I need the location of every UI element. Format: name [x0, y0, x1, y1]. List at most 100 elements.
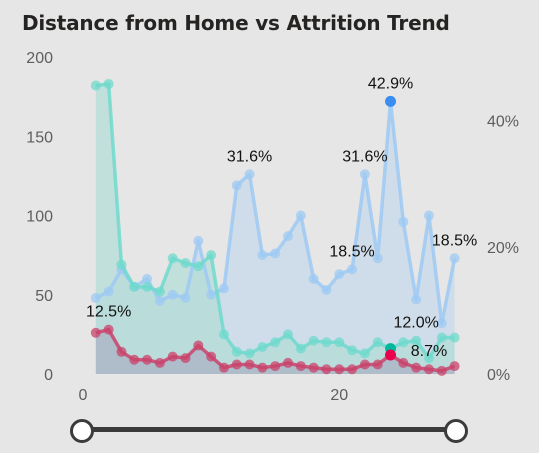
data-point-attrition[interactable] [103, 324, 114, 335]
data-point-no_attrition[interactable] [372, 337, 383, 348]
data-point-total[interactable] [103, 286, 114, 297]
data-point-attrition[interactable] [295, 361, 306, 372]
data-point-no_attrition[interactable] [193, 261, 204, 272]
data-point-no_attrition[interactable] [167, 253, 178, 264]
y-tick-label: 0 [44, 367, 53, 384]
chart-title: Distance from Home vs Attrition Trend [22, 11, 450, 35]
data-point-no_attrition[interactable] [206, 250, 217, 261]
data-point-no_attrition[interactable] [411, 335, 422, 346]
slider-track[interactable] [82, 427, 456, 432]
data-point-attrition[interactable] [180, 353, 191, 364]
data-point-no_attrition[interactable] [436, 332, 447, 343]
data-label: 18.5% [329, 243, 374, 260]
data-point-total[interactable] [398, 216, 409, 227]
data-point-attrition[interactable] [334, 364, 345, 375]
data-point-total[interactable] [90, 292, 101, 303]
data-point-attrition[interactable] [385, 349, 397, 361]
data-point-no_attrition[interactable] [180, 258, 191, 269]
data-point-no_attrition[interactable] [103, 78, 114, 89]
data-point-attrition[interactable] [308, 362, 319, 373]
data-point-no_attrition[interactable] [244, 348, 255, 359]
data-point-attrition[interactable] [167, 351, 178, 362]
data-point-attrition[interactable] [142, 354, 153, 365]
data-label: 12.0% [393, 315, 438, 332]
data-label: 42.9% [368, 75, 413, 92]
data-point-total[interactable] [154, 296, 165, 307]
data-point-attrition[interactable] [90, 327, 101, 338]
data-point-total[interactable] [193, 235, 204, 246]
data-point-total[interactable] [295, 210, 306, 221]
y-tick-label: 100 [26, 209, 53, 226]
data-point-total[interactable] [167, 289, 178, 300]
data-point-total[interactable] [423, 210, 434, 221]
data-point-attrition[interactable] [218, 362, 229, 373]
data-point-total[interactable] [372, 253, 383, 264]
data-point-total[interactable] [244, 169, 255, 180]
data-point-attrition[interactable] [359, 359, 370, 370]
data-point-attrition[interactable] [372, 359, 383, 370]
slider-max-handle[interactable] [444, 419, 468, 443]
data-point-total[interactable] [411, 294, 422, 305]
data-point-total[interactable] [180, 292, 191, 303]
data-point-attrition[interactable] [206, 351, 217, 362]
data-point-attrition[interactable] [129, 354, 140, 365]
data-point-attrition[interactable] [231, 359, 242, 370]
x-tick-label: 20 [330, 387, 348, 404]
data-point-total[interactable] [334, 269, 345, 280]
y2-tick-label: 20% [487, 240, 519, 257]
data-point-total[interactable] [142, 273, 153, 284]
data-point-total[interactable] [308, 273, 319, 284]
data-point-attrition[interactable] [116, 346, 127, 357]
data-point-total[interactable] [270, 248, 281, 259]
y-tick-label: 150 [26, 129, 53, 146]
data-point-attrition[interactable] [257, 362, 268, 373]
data-point-no_attrition[interactable] [423, 353, 434, 364]
data-point-attrition[interactable] [398, 357, 409, 368]
data-point-no_attrition[interactable] [308, 335, 319, 346]
slider-min-handle[interactable] [70, 419, 94, 443]
data-point-no_attrition[interactable] [142, 281, 153, 292]
data-point-attrition[interactable] [321, 364, 332, 375]
data-point-total[interactable] [283, 231, 294, 242]
data-point-total[interactable] [449, 253, 460, 264]
data-point-no_attrition[interactable] [90, 80, 101, 91]
data-label: 31.6% [342, 148, 387, 165]
data-point-attrition[interactable] [193, 340, 204, 351]
data-point-total[interactable] [218, 283, 229, 294]
data-point-total[interactable] [436, 318, 447, 329]
data-point-no_attrition[interactable] [218, 329, 229, 340]
data-point-total[interactable] [359, 169, 370, 180]
data-point-attrition[interactable] [154, 357, 165, 368]
data-point-attrition[interactable] [411, 362, 422, 373]
data-point-no_attrition[interactable] [270, 337, 281, 348]
data-point-total[interactable] [257, 250, 268, 261]
data-point-no_attrition[interactable] [398, 337, 409, 348]
data-point-attrition[interactable] [423, 364, 434, 375]
data-point-attrition[interactable] [347, 364, 358, 375]
x-range-slider[interactable] [70, 418, 468, 443]
data-point-no_attrition[interactable] [116, 259, 127, 270]
data-point-attrition[interactable] [283, 357, 294, 368]
data-point-no_attrition[interactable] [321, 337, 332, 348]
data-point-total[interactable] [385, 95, 397, 107]
data-point-total[interactable] [206, 289, 217, 300]
data-point-no_attrition[interactable] [347, 345, 358, 356]
data-point-attrition[interactable] [244, 359, 255, 370]
data-point-no_attrition[interactable] [334, 337, 345, 348]
data-point-no_attrition[interactable] [231, 346, 242, 357]
data-point-no_attrition[interactable] [154, 286, 165, 297]
data-point-no_attrition[interactable] [295, 343, 306, 354]
data-point-total[interactable] [347, 264, 358, 275]
data-point-no_attrition[interactable] [257, 342, 268, 353]
data-point-total[interactable] [231, 180, 242, 191]
data-point-no_attrition[interactable] [283, 329, 294, 340]
data-point-attrition[interactable] [436, 365, 447, 376]
data-point-no_attrition[interactable] [449, 332, 460, 343]
data-point-total[interactable] [321, 284, 332, 295]
data-point-attrition[interactable] [270, 361, 281, 372]
data-point-no_attrition[interactable] [359, 348, 370, 359]
data-point-attrition[interactable] [449, 361, 460, 372]
data-point-no_attrition[interactable] [129, 281, 140, 292]
